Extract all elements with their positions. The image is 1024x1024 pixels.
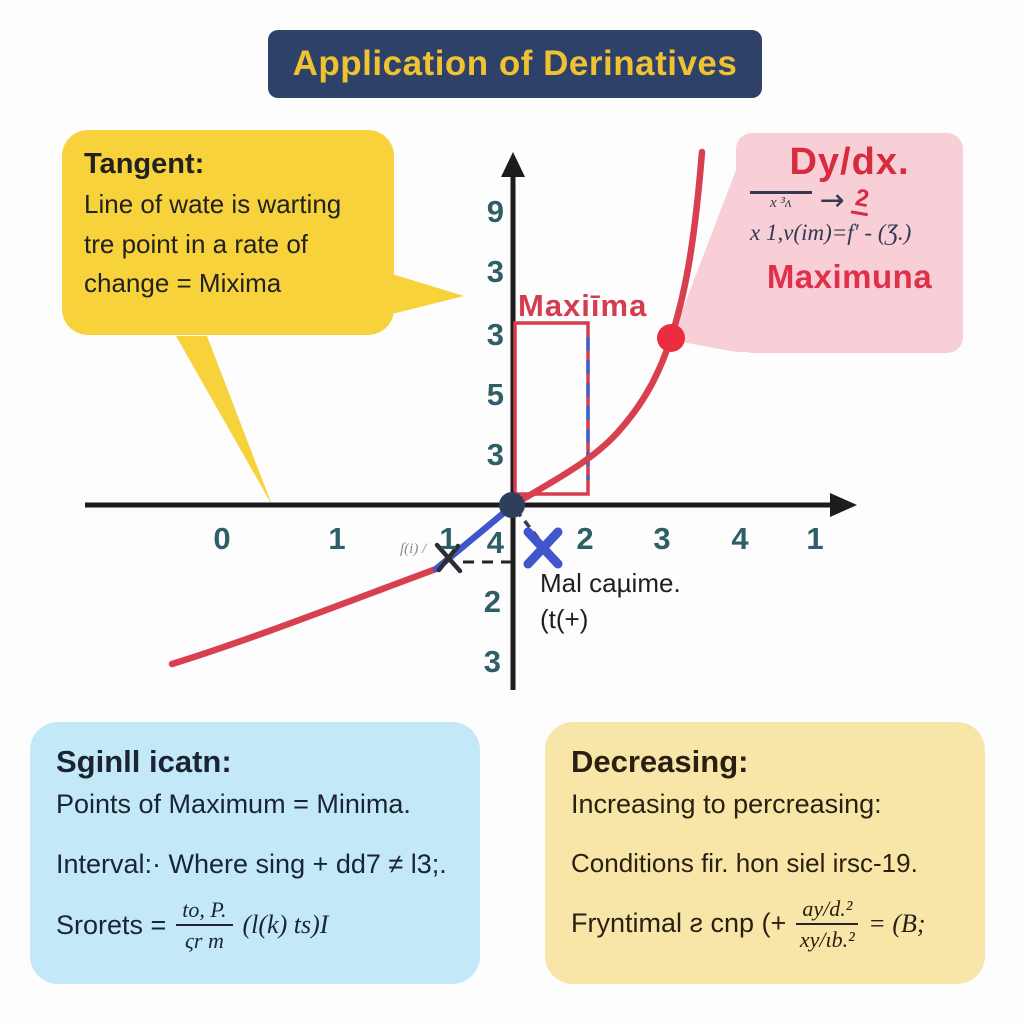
- y-tick: 4: [487, 525, 505, 560]
- y-tick: 3: [487, 317, 504, 352]
- significance-box: Sginll icatn: Points of Maximum = Minima…: [30, 722, 480, 984]
- fraction-denominator: ςr m: [184, 928, 224, 954]
- curve-red-left: [168, 565, 440, 668]
- right-arrow-icon: →: [819, 183, 845, 218]
- y-tick: 3: [484, 644, 501, 679]
- y-tick: 3: [487, 437, 504, 472]
- fraction-bar: x ³ʌ: [750, 190, 812, 212]
- x-axis-tick-labels: 0 1 1 2 3 4 1: [213, 521, 823, 556]
- formula-lead: Srorets =: [56, 909, 167, 940]
- page-title-banner: Application of Derinatives: [268, 30, 762, 98]
- squiggle-mark: 2: [850, 184, 873, 217]
- curve-tick-label: ſ(i) /: [400, 541, 428, 557]
- curve-red-right: [509, 148, 706, 509]
- fraction-numerator: to, P.: [176, 897, 233, 927]
- dydx-callout: Dy/dx. x ³ʌ → 2 x 1,v(im)=f′ - (Ʒ.) Maxi…: [736, 133, 963, 353]
- axis-note-line2: (t(+): [540, 604, 588, 634]
- page-title: Application of Derinatives: [292, 44, 738, 83]
- x-tick: 3: [653, 521, 670, 556]
- axis-note-line1: Mal caµime.: [540, 568, 681, 598]
- formula-fraction: to, P. ςr m: [176, 897, 233, 954]
- bubble-right-tail: [392, 274, 464, 314]
- dydx-title: Dy/dx.: [789, 141, 910, 183]
- y-tick: 3: [487, 254, 504, 289]
- y-tick: 5: [487, 377, 504, 412]
- x-tick: 4: [731, 521, 749, 556]
- decreasing-title: Decreasing:: [571, 744, 749, 779]
- formula-lead: Fryntimal ƨ cnp (+: [571, 908, 787, 939]
- significance-formula: Srorets = to, P. ςr m (l(k) ts)I: [56, 897, 454, 954]
- blue-x-marker: [523, 527, 563, 569]
- x-tick: 1: [328, 521, 345, 556]
- tangent-callout: Tangent: Line of wate is warting tre poi…: [62, 130, 394, 335]
- origin-point: [499, 492, 525, 518]
- x-tick: 1: [439, 521, 456, 556]
- tangent-line2: tre point in a rate of: [84, 228, 309, 259]
- tangent-line3: change = Mixima: [84, 268, 282, 299]
- curve-x-marker: [434, 542, 463, 574]
- x-tick: 1: [806, 521, 823, 556]
- y-tick: 2: [484, 584, 501, 619]
- bubble-bottom-tail: [176, 336, 272, 505]
- formula-tail: = (B;: [868, 908, 926, 938]
- x-tick: 2: [576, 521, 593, 556]
- maxima-label: Maxiīma: [518, 288, 647, 323]
- dydx-label: Maximuna: [766, 258, 933, 295]
- dydx-formula: x 1,v(im)=f′ - (Ʒ.): [750, 220, 912, 245]
- decreasing-line1: Increasing to percreasing:: [571, 789, 882, 819]
- maximum-point: [657, 324, 685, 352]
- fraction-denominator: xy/ιb.²: [799, 926, 855, 952]
- formula-fraction: ay/d.² xy/ιb.²: [796, 896, 859, 953]
- significance-line2: Interval:· Where sing + dd7 ≠ l3;.: [56, 849, 447, 880]
- formula-tail: (l(k) ts)I: [242, 910, 329, 940]
- y-axis-tick-labels: 9 3 3 5 3 4 2 3: [484, 194, 505, 679]
- fraction-numerator: ay/d.²: [796, 896, 859, 925]
- x-axis-arrowhead: [830, 493, 857, 517]
- significance-title: Sginll icatn:: [56, 744, 232, 779]
- dydx-fraction-row: x ³ʌ → 2: [750, 183, 953, 218]
- x-tick: 0: [213, 521, 230, 556]
- significance-line1: Points of Maximum = Minima.: [56, 789, 411, 819]
- tangent-line1: Line of wate is warting: [84, 189, 342, 219]
- y-tick: 9: [487, 194, 504, 229]
- decreasing-box: Decreasing: Increasing to percreasing: C…: [545, 722, 985, 984]
- tangent-title: Tangent:: [84, 148, 205, 180]
- decreasing-line2: Conditions fir. hon siel irsc-19.: [571, 848, 918, 879]
- y-axis-arrowhead: [501, 152, 525, 177]
- decreasing-formula: Fryntimal ƨ cnp (+ ay/d.² xy/ιb.² = (B;: [571, 896, 959, 953]
